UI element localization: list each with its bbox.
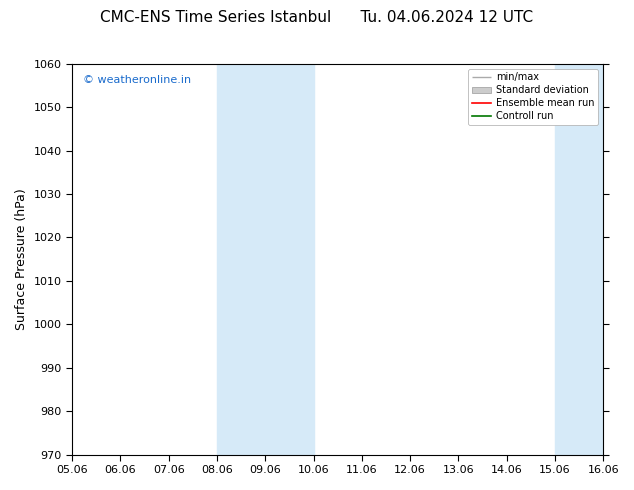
Bar [217,64,313,455]
Text: CMC-ENS Time Series Istanbul      Tu. 04.06.2024 12 UTC: CMC-ENS Time Series Istanbul Tu. 04.06.2… [100,10,534,25]
Y-axis label: Surface Pressure (hPa): Surface Pressure (hPa) [15,188,28,330]
Text: © weatheronline.in: © weatheronline.in [82,75,191,85]
Legend: min/max, Standard deviation, Ensemble mean run, Controll run: min/max, Standard deviation, Ensemble me… [468,69,598,125]
Bar [555,64,634,455]
